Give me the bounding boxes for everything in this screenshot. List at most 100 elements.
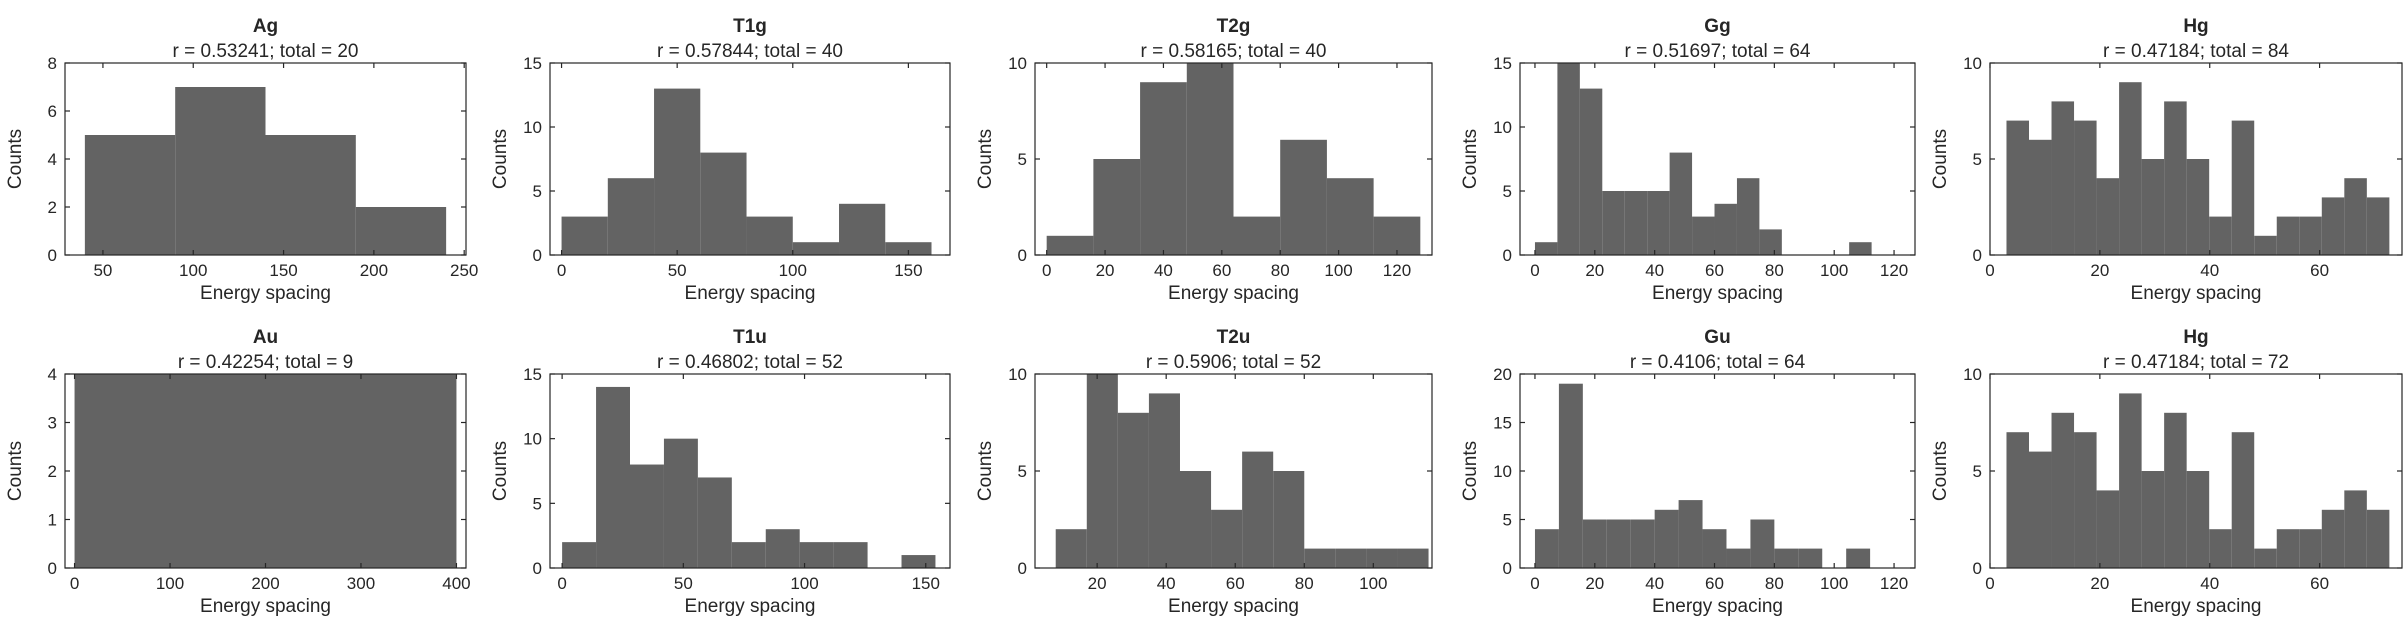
- y-tick-label: 15: [523, 54, 542, 73]
- x-tick-label: 20: [1096, 261, 1115, 280]
- histogram-bar: [2119, 82, 2142, 255]
- x-tick-label: 100: [1324, 261, 1352, 280]
- chart-subtitle: r = 0.47184; total = 84: [2103, 41, 2289, 62]
- x-tick-label: 250: [450, 261, 478, 280]
- x-tick-label: 0: [1985, 261, 1994, 280]
- histogram-bar: [2254, 235, 2277, 255]
- histogram-bar: [1186, 63, 1234, 255]
- x-tick-label: 20: [1585, 261, 1604, 280]
- y-tick-label: 15: [1493, 54, 1512, 73]
- y-axis-label: Counts: [1460, 129, 1481, 189]
- y-tick-label: 8: [48, 54, 57, 73]
- x-tick-label: 0: [1042, 261, 1051, 280]
- histogram-bar: [1736, 178, 1760, 255]
- histogram-bar: [1280, 139, 1327, 255]
- chart-subtitle: r = 0.58165; total = 40: [1141, 41, 1327, 62]
- histogram-bar: [1366, 548, 1398, 568]
- y-tick-label: 10: [1008, 365, 1027, 384]
- x-tick-label: 20: [1088, 574, 1107, 593]
- x-tick-label: 60: [1212, 261, 1231, 280]
- x-tick-label: 100: [156, 574, 184, 593]
- y-tick-label: 10: [1493, 118, 1512, 137]
- histogram-bar: [1602, 191, 1625, 255]
- chart-title: T2g: [1217, 16, 1251, 37]
- histogram-bar: [1647, 191, 1670, 255]
- histogram-bar: [1117, 412, 1149, 568]
- axes-box: [1519, 62, 1916, 256]
- x-tick-label: 80: [1295, 574, 1314, 593]
- y-tick-label: 5: [1973, 462, 1982, 481]
- histogram-bar: [265, 135, 356, 255]
- chart-title: Hg: [2183, 327, 2208, 348]
- histogram-bar: [1630, 519, 1655, 568]
- x-tick-label: 20: [2090, 574, 2109, 593]
- x-tick-label: 120: [1383, 261, 1411, 280]
- chart-title: Gg: [1704, 16, 1730, 37]
- histogram-bar: [1846, 548, 1871, 568]
- histogram-bar: [1714, 203, 1737, 255]
- histogram-bar: [2366, 509, 2390, 568]
- x-axis-label: Energy spacing: [200, 283, 331, 304]
- y-tick-label: 5: [1503, 511, 1512, 530]
- histogram-bar: [1093, 159, 1141, 255]
- histogram-bar: [1624, 191, 1648, 255]
- x-tick-label: 80: [1765, 574, 1784, 593]
- histogram-panel-2: 0 50 100 150 0 5 10 15 T1g r = 0.57844; total = 4…: [490, 16, 951, 304]
- histogram-bar: [2209, 216, 2232, 255]
- y-tick-label: 10: [1963, 54, 1982, 73]
- x-axis-label: Energy spacing: [685, 283, 816, 304]
- histogram-bar: [1179, 471, 1212, 568]
- histogram-bar: [1233, 216, 1281, 255]
- y-tick-label: 0: [533, 559, 542, 578]
- x-tick-label: 0: [1530, 574, 1539, 593]
- histogram-bar: [1558, 383, 1583, 568]
- chart-title: T2u: [1217, 327, 1251, 348]
- y-tick-label: 5: [1503, 182, 1512, 201]
- y-axis-label: Counts: [975, 441, 996, 501]
- histogram-bar: [1774, 548, 1799, 568]
- y-tick-label: 0: [1973, 559, 1982, 578]
- histogram-bar: [2096, 178, 2120, 255]
- x-tick-label: 40: [1645, 261, 1664, 280]
- chart-title: Ag: [253, 16, 278, 37]
- histogram-bar: [1335, 548, 1367, 568]
- y-tick-label: 15: [523, 365, 542, 384]
- histogram-bar: [561, 216, 608, 255]
- x-tick-label: 40: [2200, 261, 2219, 280]
- histogram-bar: [2006, 432, 2030, 568]
- y-tick-label: 5: [1973, 150, 1982, 169]
- histogram-bar: [2321, 509, 2345, 568]
- x-tick-label: 40: [1154, 261, 1173, 280]
- histogram-panel-4: 0 20 40 60 80 100 120 0 5 10 15 Gg r = 0.51697; tota…: [1460, 16, 1916, 304]
- histogram-bar: [2321, 197, 2345, 255]
- histogram-bar: [1326, 178, 1374, 255]
- histogram-bar: [1726, 548, 1751, 568]
- x-tick-label: 50: [668, 261, 687, 280]
- x-tick-label: 60: [1705, 261, 1724, 280]
- histogram-bar: [2254, 548, 2277, 568]
- chart-title: T1g: [733, 16, 767, 37]
- histogram-bar: [2299, 529, 2322, 568]
- y-tick-label: 0: [48, 246, 57, 265]
- histogram-bar: [1148, 393, 1180, 568]
- x-tick-label: 120: [1880, 574, 1908, 593]
- histogram-bar: [1242, 451, 1274, 568]
- histogram-bar: [2276, 216, 2300, 255]
- histogram-bar: [1678, 500, 1703, 568]
- histogram-bar: [596, 386, 630, 568]
- axes-box: [549, 373, 951, 569]
- y-tick-label: 0: [1973, 246, 1982, 265]
- histogram-bar: [1304, 548, 1336, 568]
- histogram-bar: [2344, 490, 2367, 568]
- histogram-bar: [2209, 529, 2232, 568]
- histogram-bar: [885, 242, 932, 255]
- y-tick-label: 0: [1503, 246, 1512, 265]
- histogram-panel-8: 20 40 60 80 100 0 5 10 T2u r = 0.5906; total = 52…: [975, 327, 1433, 617]
- histogram-bar: [697, 477, 732, 568]
- chart-title: Hg: [2183, 16, 2208, 37]
- histogram-bar: [731, 542, 766, 568]
- histogram-bar: [2366, 197, 2390, 255]
- histogram-bar: [2096, 490, 2120, 568]
- histogram-bar: [1654, 509, 1679, 568]
